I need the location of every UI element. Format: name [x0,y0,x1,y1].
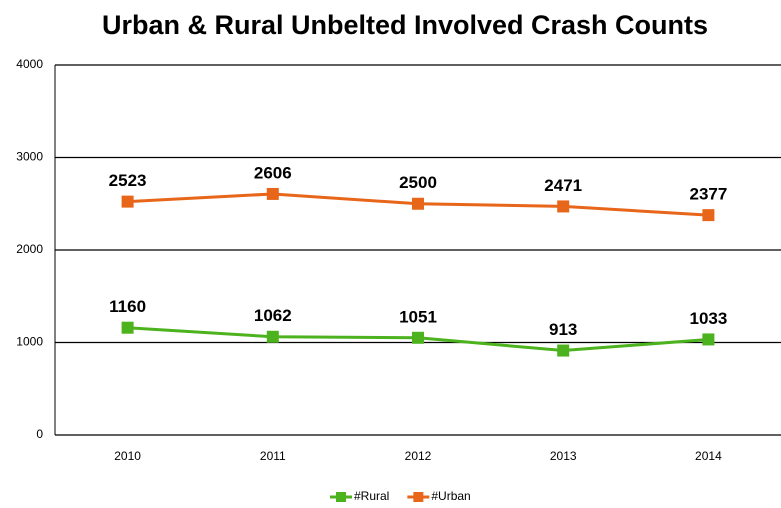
x-tick-label: 2010 [114,449,141,463]
legend-label: #Rural [354,489,389,503]
data-label: 1160 [109,297,146,316]
y-tick-label: 2000 [16,242,43,256]
x-tick-label: 2014 [695,449,722,463]
data-label: 913 [549,320,577,339]
x-tick-label: 2011 [260,449,286,463]
y-tick-label: 1000 [16,335,43,349]
data-label: 2523 [109,171,147,190]
point [557,344,570,357]
y-tick-label: 0 [36,427,43,441]
point [121,195,134,208]
point [557,200,570,213]
chart-title: Urban & Rural Unbelted Involved Crash Co… [102,10,708,40]
x-tick-label: 2012 [405,449,432,463]
data-label: 1033 [689,309,727,328]
data-label: 1051 [399,307,437,326]
data-label: 2606 [254,163,292,182]
data-label: 2377 [689,185,727,204]
point [266,187,279,200]
point [412,197,424,210]
data-label: 2500 [399,173,437,192]
data-label: 2471 [544,176,582,195]
point [702,333,715,346]
point [702,209,715,222]
legend-marker [336,492,346,502]
point [412,331,424,344]
y-tick-label: 4000 [16,57,43,71]
x-tick-label: 2013 [550,449,577,463]
data-label: 1062 [254,306,292,325]
legend-label: #Urban [431,489,470,503]
y-tick-label: 3000 [16,150,43,164]
legend-marker [413,492,424,502]
point [266,330,279,343]
point [121,321,134,334]
